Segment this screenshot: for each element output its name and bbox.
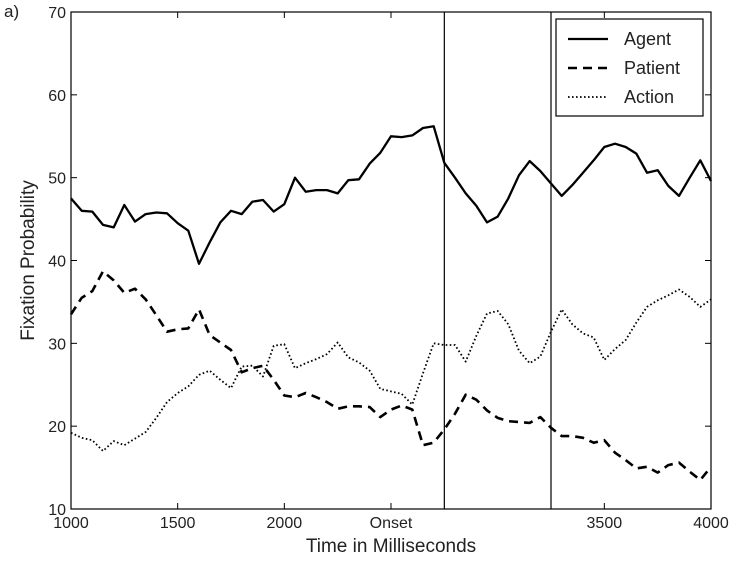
legend-label-agent: Agent [624, 29, 671, 49]
x-tick-label: 3500 [587, 515, 623, 532]
legend-label-patient: Patient [624, 58, 680, 78]
y-tick-label: 10 [48, 502, 66, 519]
series-line-patient [69, 270, 713, 482]
y-tick-label: 30 [48, 336, 66, 353]
y-tick-label: 70 [48, 5, 66, 22]
y-tick-label: 40 [48, 254, 66, 271]
series-layer [69, 125, 713, 482]
panel-label: a) [4, 2, 20, 21]
y-axis-title: Fixation Probability [18, 180, 39, 341]
x-axis-title: Time in Milliseconds [306, 536, 476, 557]
series-line-agent [70, 125, 713, 265]
ticks-layer: 1000 1500 2000 Onset 3500 4000 10 20 30 40 50 60 70 [48, 5, 729, 532]
series-line-action [70, 288, 712, 452]
y-tick-label: 20 [48, 419, 66, 436]
legend-label-action: Action [624, 87, 674, 107]
legend-box [555, 18, 704, 117]
x-tick-label: 1500 [160, 515, 196, 532]
x-tick-label: 4000 [693, 515, 729, 532]
y-tick-label: 60 [48, 88, 66, 105]
y-tick-label: 50 [48, 171, 66, 188]
x-tick-label: Onset [370, 515, 413, 532]
legend: Agent Patient Action [555, 18, 704, 117]
x-tick-label: 1000 [53, 515, 89, 532]
x-tick-label: 2000 [267, 515, 303, 532]
